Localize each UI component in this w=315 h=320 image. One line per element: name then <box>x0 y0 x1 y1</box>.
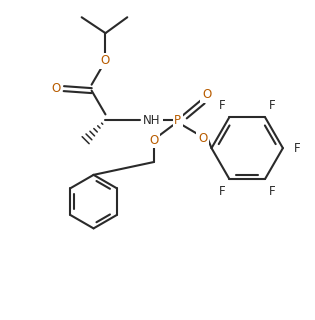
Text: O: O <box>51 82 60 95</box>
Text: O: O <box>202 88 211 101</box>
Text: O: O <box>149 134 159 147</box>
Text: F: F <box>269 99 275 112</box>
Text: F: F <box>269 185 275 197</box>
Text: F: F <box>219 185 226 197</box>
Text: F: F <box>294 142 300 155</box>
Text: NH: NH <box>143 114 161 127</box>
Text: F: F <box>219 99 226 112</box>
Text: P: P <box>174 114 181 127</box>
Text: O: O <box>101 54 110 68</box>
Text: O: O <box>198 132 207 145</box>
